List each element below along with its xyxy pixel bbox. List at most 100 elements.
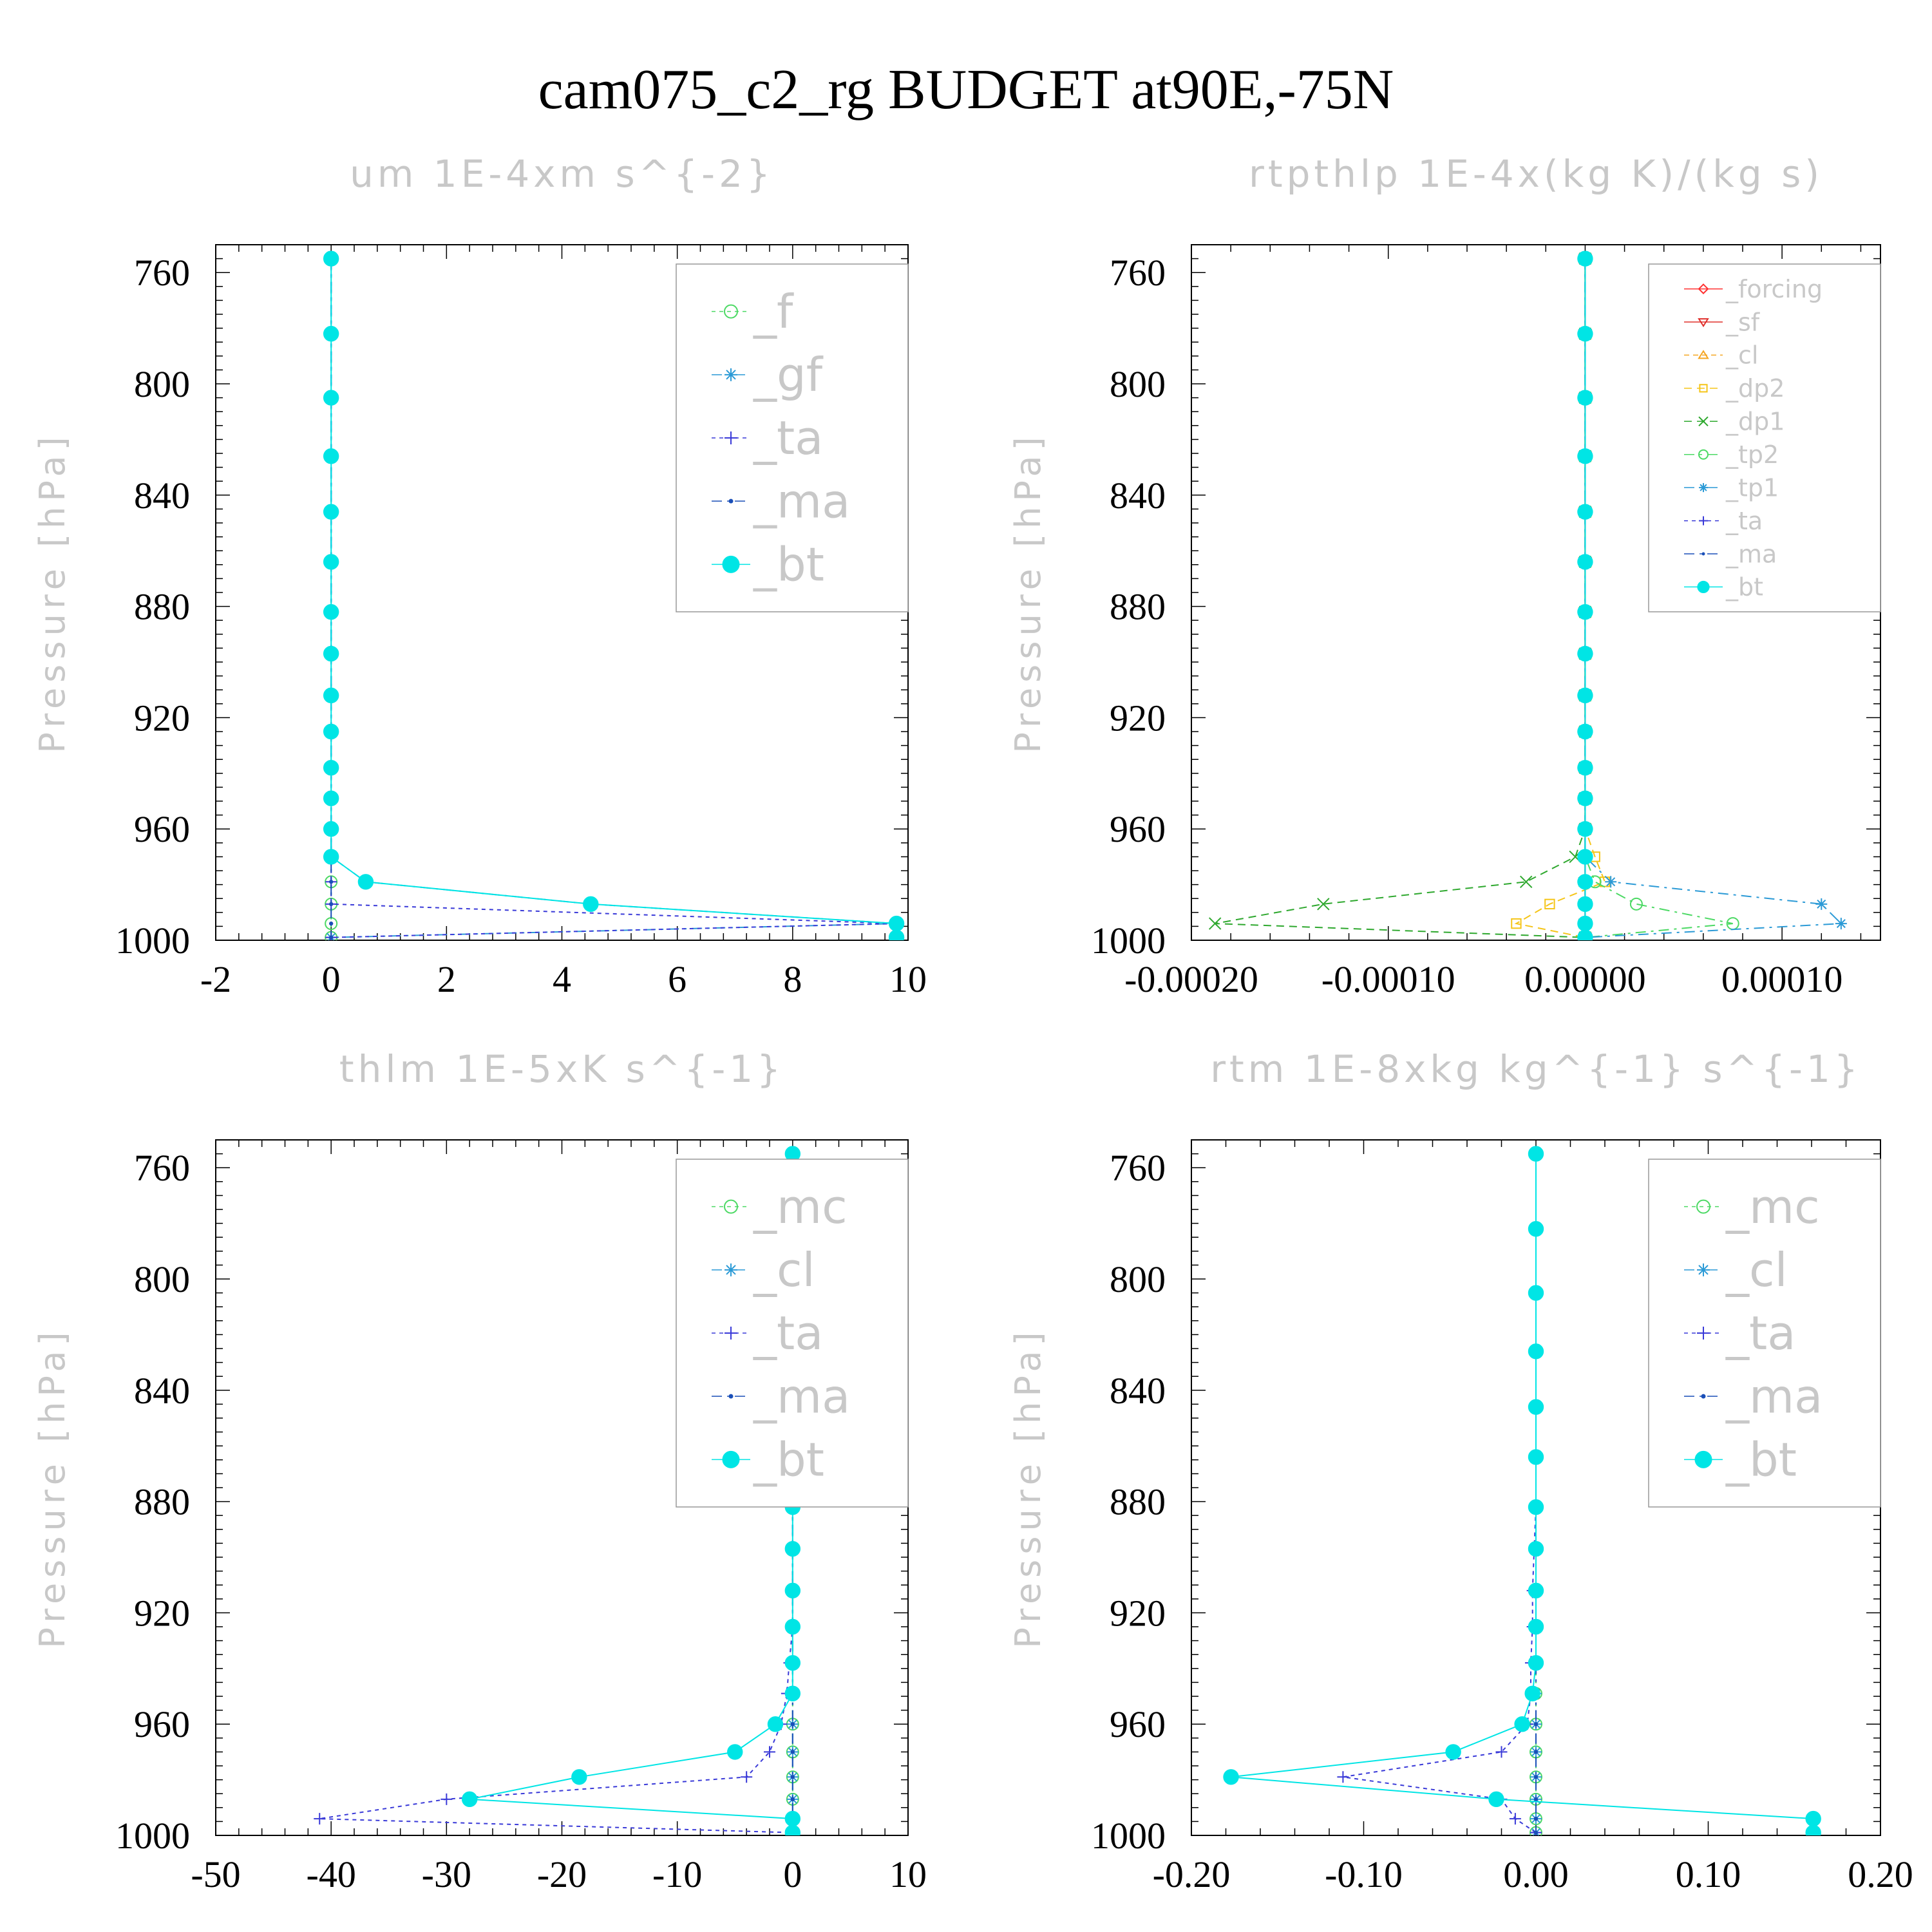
y-tick-label: 880: [1110, 1481, 1166, 1523]
x-tick-label: 0.00010: [1721, 958, 1843, 1000]
x-tick-label: -0.00010: [1321, 958, 1455, 1000]
data-point: [314, 1813, 326, 1825]
legend-label: _ta: [1725, 507, 1763, 535]
y-tick-label: 1000: [1091, 920, 1166, 961]
legend-marker: [722, 555, 740, 573]
data-point: [784, 1618, 801, 1635]
data-point: [1533, 1830, 1539, 1835]
legend-marker: [1699, 384, 1708, 393]
y-axis-label: Pressure [hPa]: [1008, 1327, 1048, 1648]
data-point: [1577, 849, 1593, 865]
data-point: [1511, 918, 1522, 929]
data-point: [1533, 1750, 1539, 1754]
data-point: [1528, 1343, 1544, 1359]
y-tick-label: 840: [1110, 475, 1166, 516]
data-point: [727, 1744, 743, 1760]
chart-panel-1: um 1E-4xm s^{-2}Pressure [hPa]7608008408…: [32, 152, 927, 1000]
x-tick-label: -0.10: [1325, 1853, 1403, 1895]
legend-marker: [1698, 350, 1709, 359]
series-bt: [1577, 251, 1593, 940]
data-point: [571, 1769, 587, 1785]
y-tick-label: 960: [1110, 808, 1166, 850]
legend-label: _ta: [753, 1306, 823, 1360]
data-point: [1815, 898, 1828, 910]
y-tick-label: 1000: [115, 1815, 190, 1857]
data-point: [1544, 898, 1555, 910]
data-point: [1629, 897, 1643, 911]
x-tick-label: -0.20: [1153, 1853, 1231, 1895]
data-point: [1577, 390, 1593, 406]
chart-panel-2: rtpthlp 1E-4x(kg K)/(kg s) Pressure [hPa]…: [1008, 152, 1881, 1000]
data-point: [1528, 1449, 1544, 1465]
y-tick-label: 800: [1110, 1258, 1166, 1300]
y-tick-label: 800: [134, 363, 190, 405]
legend-label: _bt: [753, 1433, 824, 1487]
data-point: [1528, 1654, 1544, 1671]
x-tick-label: 10: [889, 1853, 927, 1895]
y-tick-label: 760: [134, 252, 190, 294]
legend-marker: [1697, 1327, 1710, 1340]
panel-title: rtpthlp 1E-4x(kg K)/(kg s): [1249, 152, 1823, 196]
data-point: [790, 1722, 795, 1727]
legend-marker: [724, 431, 737, 444]
legend-label: _mc: [753, 1180, 848, 1234]
data-point: [1317, 898, 1330, 911]
data-point: [1533, 1775, 1539, 1779]
y-tick-label: 960: [1110, 1703, 1166, 1745]
y-axis-label: Pressure [hPa]: [32, 431, 73, 753]
data-point: [329, 935, 334, 940]
data-point: [1577, 554, 1593, 570]
legend-label: _gf: [753, 348, 824, 402]
y-tick-label: 760: [134, 1147, 190, 1189]
data-point: [1835, 918, 1847, 930]
data-point: [888, 929, 905, 940]
y-axis-label: Pressure [hPa]: [32, 1327, 73, 1648]
data-point: [329, 902, 334, 906]
legend-label: _forcing: [1725, 275, 1823, 303]
data-point: [1520, 875, 1533, 888]
data-point: [764, 1746, 775, 1758]
x-tick-label: -0.00020: [1124, 958, 1258, 1000]
data-point: [784, 1685, 801, 1701]
legend-label: _mc: [1725, 1180, 1820, 1234]
data-point: [784, 1540, 801, 1557]
legend-label: _tp1: [1725, 473, 1779, 502]
legend-label: _bt: [1725, 573, 1763, 601]
series-line: [330, 258, 898, 938]
legend-label: _ma: [1725, 540, 1777, 568]
data-point: [1528, 1540, 1544, 1557]
data-point: [357, 874, 374, 890]
x-tick-label: 2: [437, 958, 456, 1000]
data-point: [1514, 1716, 1530, 1732]
data-point: [1533, 1722, 1539, 1727]
legend-label: _cl: [1725, 341, 1758, 370]
data-point: [440, 1793, 453, 1805]
legend-label: _sf: [1725, 308, 1761, 336]
data-point: [1577, 448, 1593, 464]
series-line: [1231, 1153, 1814, 1833]
legend-marker: [1701, 1394, 1706, 1399]
plot-area: [1208, 251, 1847, 940]
data-point: [784, 1582, 801, 1599]
x-tick-label: 0: [783, 1853, 802, 1895]
y-tick-label: 920: [134, 1592, 190, 1634]
data-point: [323, 251, 339, 267]
x-tick-label: 4: [553, 958, 571, 1000]
data-point: [790, 1775, 795, 1779]
data-point: [1533, 1797, 1539, 1801]
legend-label: _cl: [753, 1243, 815, 1297]
data-point: [1533, 1816, 1539, 1821]
legend-marker: [1698, 449, 1709, 460]
y-axis-label: Pressure [hPa]: [1008, 431, 1048, 753]
data-point: [1577, 874, 1593, 890]
y-tick-label: 920: [1110, 1592, 1166, 1634]
data-point: [790, 1797, 795, 1801]
y-tick-label: 1000: [115, 920, 190, 961]
data-point: [1528, 1221, 1544, 1237]
legend-marker: [724, 1199, 738, 1214]
x-tick-label: 8: [783, 958, 802, 1000]
legend-label: _ma: [753, 1369, 850, 1423]
legend-marker: [1699, 483, 1708, 493]
y-tick-label: 1000: [1091, 1815, 1166, 1857]
